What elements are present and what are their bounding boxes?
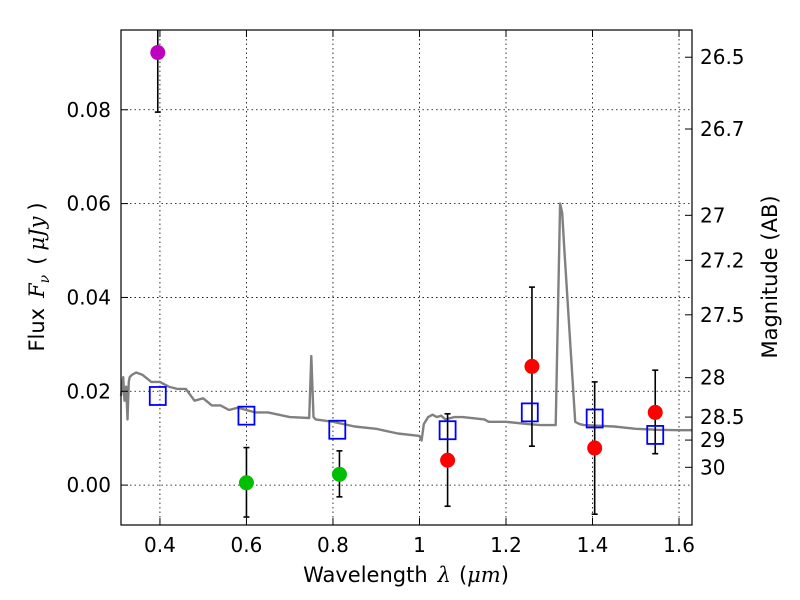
model-band-square-marker — [520, 402, 539, 423]
y2-tick-label: 26.7 — [700, 117, 745, 141]
data-point-circle — [587, 440, 603, 456]
y-tick-label: 0.04 — [66, 285, 111, 309]
x-tick-label: 1.4 — [577, 533, 609, 557]
y-tick-label: 0.08 — [66, 98, 111, 122]
grid-lines — [121, 30, 692, 525]
x-tick-label: 0.6 — [231, 533, 263, 557]
model-spectrum-line — [119, 202, 692, 442]
model-band-square-marker — [438, 420, 457, 441]
data-point-circle — [524, 358, 540, 374]
model-band-square-marker — [585, 408, 604, 429]
x-tick-label: 1.2 — [490, 533, 522, 557]
model-spectrum-layer — [119, 202, 692, 442]
y2-tick-label: 27.5 — [700, 303, 745, 327]
data-point-circle — [238, 475, 254, 491]
y2-tick-label: 27.2 — [700, 248, 745, 272]
y-axis-label: FluxFν(μJy) — [25, 202, 53, 351]
data-point-circle — [150, 45, 166, 61]
x-axis-label: Wavelength λ (μm) — [303, 563, 509, 587]
axis-ticks: 0.4 0.6 0.8 1 1.2 1.4 1.6 0.00 0.02 0.04 0.06 0.08 2… — [66, 30, 745, 557]
y2-tick-label: 27 — [700, 203, 725, 227]
model-band-square-marker — [328, 419, 347, 440]
y-tick-label: 0.06 — [66, 192, 111, 216]
data-markers-layer — [148, 45, 665, 491]
data-point-circle — [440, 452, 456, 468]
y2-axis-label: Magnitude (AB) — [758, 195, 782, 358]
x-tick-label: 1 — [413, 533, 426, 557]
data-point-circle — [647, 404, 663, 420]
plot-frame — [120, 29, 693, 526]
y-tick-label: 0.02 — [66, 379, 111, 403]
y-tick-label: 0.00 — [66, 473, 111, 497]
y2-tick-label: 28 — [700, 366, 725, 390]
y2-tick-label: 28.5 — [700, 405, 745, 429]
y2-tick-label: 26.5 — [700, 45, 745, 69]
model-band-square-marker — [237, 405, 256, 426]
model-band-square-marker — [646, 425, 665, 445]
x-tick-label: 0.8 — [317, 533, 349, 557]
x-tick-label: 1.6 — [663, 533, 695, 557]
y2-tick-label: 29 — [700, 428, 725, 452]
x-tick-label: 0.4 — [144, 533, 176, 557]
model-band-square-marker — [148, 386, 167, 406]
y2-tick-label: 30 — [700, 455, 725, 479]
data-point-circle — [331, 466, 347, 482]
